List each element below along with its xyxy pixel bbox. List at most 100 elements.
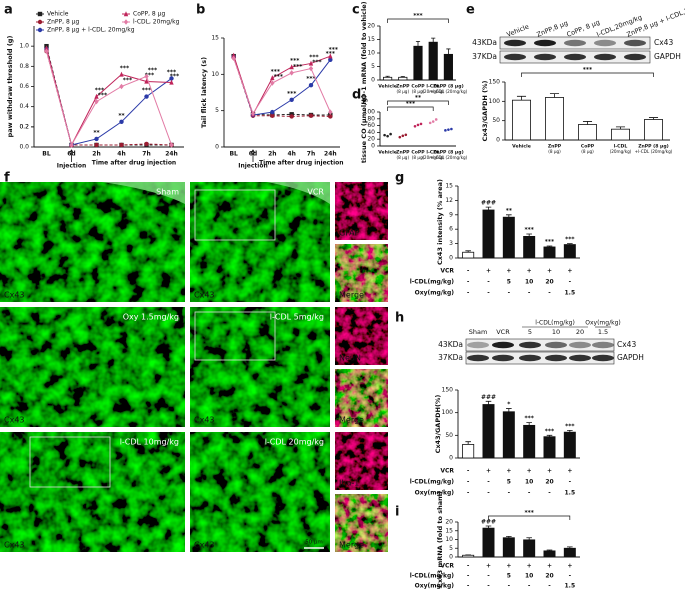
- x-tick-label: 7h: [142, 151, 150, 158]
- protein-label: GAPDH: [654, 52, 681, 61]
- x-tick-label: 7h: [307, 151, 315, 158]
- x-tick-note: +l-CDL (20mg/kg): [429, 89, 467, 94]
- panel-letter: b: [196, 3, 205, 18]
- error-bar: [526, 422, 532, 426]
- bar: [611, 128, 630, 141]
- condition-value: -: [467, 479, 470, 486]
- x-tick-note: (20mg/kg): [610, 149, 632, 154]
- protein-label: Cx43: [654, 38, 673, 47]
- y-tick-label: 100: [489, 98, 501, 105]
- marker: [119, 83, 124, 90]
- condition-value: -: [528, 490, 531, 497]
- significance-label: ***: [274, 74, 284, 81]
- bar: [413, 45, 423, 81]
- panel-letter: f: [4, 171, 10, 186]
- dot: [431, 120, 435, 123]
- blot-band: [545, 341, 567, 349]
- significance-label: **: [118, 112, 125, 119]
- x-tick-label: CoPP: [411, 150, 425, 156]
- significance-label: ***: [98, 92, 108, 99]
- inset-box: [194, 189, 276, 241]
- significance-label: ***: [524, 415, 534, 422]
- condition-label: VCR: [440, 468, 454, 475]
- bar: [398, 76, 408, 81]
- image-title: l-CDL 20mg/kg: [265, 438, 324, 447]
- dot: [444, 129, 447, 132]
- bracket: [387, 106, 434, 111]
- y-tick-label: 0: [371, 77, 375, 84]
- bar: [482, 404, 495, 459]
- legend-marker: [37, 27, 43, 33]
- error-bar: [526, 233, 532, 237]
- x-tick-label: 24h: [165, 151, 178, 158]
- condition-value: +: [567, 563, 572, 570]
- marker: [328, 53, 333, 59]
- dot: [428, 121, 432, 125]
- significance-label: ***: [145, 72, 155, 79]
- condition-label: Oxy(mg/kg): [415, 583, 455, 590]
- x-tick-note: (8 μg): [397, 155, 410, 160]
- condition-value: -: [487, 279, 490, 286]
- marker: [328, 57, 333, 62]
- bar: [502, 537, 515, 558]
- marker: [44, 45, 49, 51]
- stain-label: Merge: [339, 541, 364, 550]
- bar: [644, 119, 663, 141]
- micrograph: [335, 494, 388, 552]
- y-tick-label: 5: [449, 545, 453, 552]
- bar: [462, 554, 475, 558]
- bar: [462, 443, 475, 459]
- condition-value: 1.5: [565, 490, 576, 497]
- error-bar: [648, 117, 659, 120]
- significance-label: ***: [290, 58, 300, 65]
- condition-label: l-CDL(mg/kg): [410, 573, 455, 580]
- blot-band: [492, 341, 514, 349]
- significance-label: ***: [545, 239, 555, 246]
- stain-label: NeuN: [339, 354, 361, 363]
- micrograph: [190, 432, 330, 552]
- blot-band: [569, 354, 591, 362]
- condition-label: VCR: [440, 268, 454, 275]
- y-tick-label: 20: [445, 519, 453, 526]
- bar: [523, 539, 536, 558]
- error-bar: [485, 206, 492, 210]
- image-title: l-CDL 5mg/kg: [270, 313, 324, 322]
- condition-value: 10: [525, 573, 533, 580]
- error-bar: [415, 40, 421, 47]
- micrograph: [190, 307, 330, 427]
- legend-marker: [123, 11, 129, 17]
- marker: [231, 52, 236, 58]
- marker: [289, 97, 294, 102]
- y-tick-label: 5: [215, 107, 219, 114]
- marker: [270, 109, 275, 115]
- x-tick-note: +l-CDL (20mg/kg): [635, 149, 673, 154]
- bar: [545, 97, 564, 141]
- panel-letter: d: [352, 88, 361, 103]
- blot-band: [594, 53, 616, 61]
- error-bar: [485, 525, 492, 529]
- marker: [119, 119, 124, 124]
- condition-value: -: [487, 583, 490, 590]
- blot-band: [592, 341, 614, 349]
- bracket: [521, 72, 654, 77]
- x-tick-label: 4h: [117, 151, 125, 158]
- y-tick-label: 15: [367, 36, 375, 43]
- condition-label: Oxy(mg/kg): [415, 290, 455, 297]
- significance-label: ***: [312, 59, 322, 66]
- blot-band: [467, 354, 489, 362]
- condition-value: +: [506, 563, 511, 570]
- marker: [289, 114, 294, 119]
- bracket: [387, 18, 449, 23]
- bracket-label: ***: [413, 13, 423, 20]
- significance-label: ***: [329, 47, 339, 54]
- legend-label: ZnPP, 8 μg + l-CDL, 20mg/kg: [47, 27, 135, 34]
- x-tick-label: ZnPP (8 μg): [433, 150, 464, 156]
- error-bar: [567, 429, 573, 433]
- error-bar: [446, 48, 451, 55]
- legend-label: CoPP, 8 μg: [133, 11, 165, 18]
- error-bar: [549, 93, 560, 98]
- blot-band: [534, 53, 556, 61]
- micrograph: [335, 369, 388, 427]
- y-tick-label: 0: [371, 143, 375, 150]
- y-axis-label: tissue CO (μmol/g): [360, 95, 368, 163]
